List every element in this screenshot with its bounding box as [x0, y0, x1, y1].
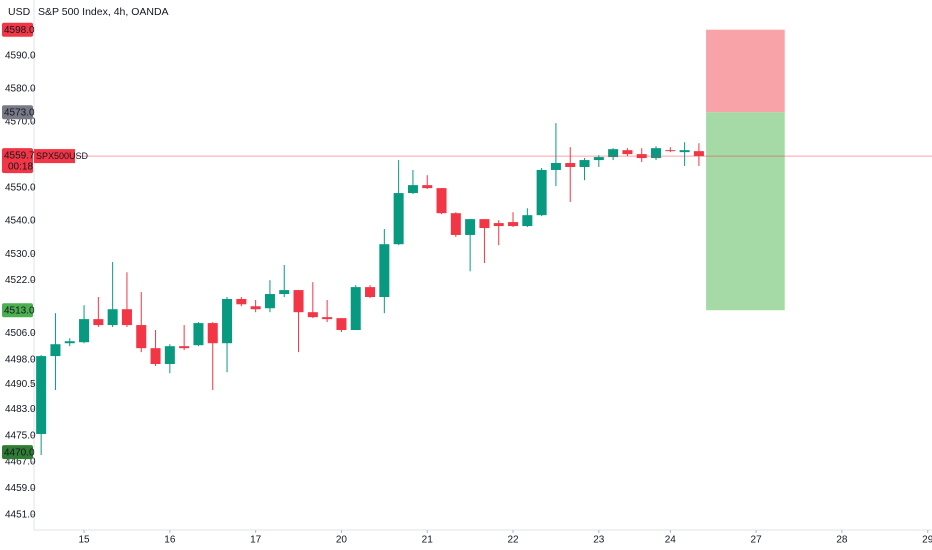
candle-body: [422, 185, 433, 189]
y-tick-label: 4550.0: [5, 183, 36, 194]
candle-body: [479, 219, 490, 229]
price-tag-label: 4470.0: [4, 447, 35, 458]
candle-body: [465, 219, 476, 235]
y-tick-label: 4483.0: [5, 404, 36, 415]
candle-body: [407, 185, 418, 194]
candle-body: [207, 323, 218, 344]
candle-body: [293, 290, 304, 313]
x-tick-label: 23: [593, 535, 605, 546]
symbol-label: SPX500USD: [36, 151, 89, 161]
candle-body: [393, 193, 404, 245]
y-tick-label: 4530.0: [5, 249, 36, 260]
y-tick-label: 4498.0: [5, 354, 36, 365]
candle-body: [79, 319, 90, 343]
candle-body: [136, 325, 147, 349]
candle-body: [236, 298, 247, 305]
last-price-label: 4559.7: [4, 151, 35, 162]
stop-zone: [706, 29, 785, 113]
countdown: 00:18: [8, 162, 33, 173]
candle-body: [565, 163, 576, 167]
x-tick-label: 20: [336, 535, 348, 546]
price-tag: [2, 105, 33, 120]
target-zone: [706, 112, 785, 311]
y-tick-label: 4467.0: [5, 457, 36, 468]
candle-body: [50, 344, 61, 357]
price-tag: [2, 22, 33, 37]
x-tick-label: 15: [78, 535, 90, 546]
chart-title: S&P 500 Index, 4h, OANDA: [38, 6, 169, 18]
axes: 4590.0 4580.0 4570.0 4550.0 4540.0 4530.0 4522…: [2, 22, 932, 546]
candle-body: [693, 151, 704, 157]
candle-body: [436, 188, 447, 214]
candle-body: [350, 287, 361, 331]
candle-body: [622, 150, 633, 155]
price-tag: [2, 445, 33, 460]
candle-body: [164, 346, 175, 365]
price-tag: [2, 303, 33, 318]
candle-body: [307, 312, 318, 318]
candle-body: [279, 290, 290, 295]
plot: [34, 29, 932, 456]
y-tick-label: 4570.0: [5, 117, 36, 128]
x-tick-label: 17: [250, 535, 262, 546]
y-tick-label: 4459.0: [5, 483, 36, 494]
candle-body: [365, 287, 376, 298]
candle-body: [107, 309, 118, 326]
candle-body: [608, 149, 619, 158]
y-tick-label: 4580.0: [5, 84, 36, 95]
y-tick-label: 4540.0: [5, 216, 36, 227]
candle-body: [121, 309, 132, 326]
candle-body: [64, 341, 75, 344]
x-tick-label: 29: [922, 535, 932, 546]
candle-body: [36, 356, 47, 434]
candle-body: [450, 213, 461, 235]
candle-body: [651, 148, 662, 159]
y-tick-label: 4490.5: [5, 379, 36, 390]
x-tick-label: 21: [422, 535, 434, 546]
y-tick-label: 4451.0: [5, 509, 36, 520]
candle-body: [93, 319, 104, 326]
y-tick-label: 4475.0: [5, 430, 36, 441]
candle-body: [679, 150, 690, 153]
candle-body: [322, 317, 333, 320]
candle-body: [336, 318, 347, 331]
candle-body: [493, 223, 504, 227]
y-tick-label: 4506.0: [5, 328, 36, 339]
last-price-tag: [2, 148, 33, 174]
x-tick-label: 28: [836, 535, 848, 546]
candle-body: [264, 294, 275, 309]
candle-body: [579, 160, 590, 167]
price-tag-label: 4513.0: [4, 305, 35, 316]
candle-body: [536, 169, 547, 216]
x-tick-label: 27: [751, 535, 763, 546]
candle-body: [150, 348, 161, 365]
candle-body: [179, 346, 190, 349]
price-tag-label: 4573.0: [4, 107, 35, 118]
y-tick-label: 4522.0: [5, 275, 36, 286]
candle-body: [250, 306, 261, 310]
currency: USD: [8, 6, 31, 18]
candle-body: [636, 154, 647, 159]
candle-body: [522, 215, 533, 227]
price-tag-label: 4598.0: [4, 25, 35, 36]
y-tick-label: 4590.0: [5, 51, 36, 62]
candle-body: [193, 323, 204, 346]
candle-body: [379, 244, 390, 298]
x-tick-label: 22: [507, 535, 519, 546]
candle-body: [508, 222, 519, 227]
candle-body: [550, 163, 561, 170]
x-tick-label: 24: [665, 535, 677, 546]
candle-body: [222, 298, 233, 344]
candle-body: [665, 150, 676, 152]
x-tick-label: 16: [164, 535, 176, 546]
symbol-tag: [34, 149, 75, 164]
candle-body: [593, 157, 604, 161]
